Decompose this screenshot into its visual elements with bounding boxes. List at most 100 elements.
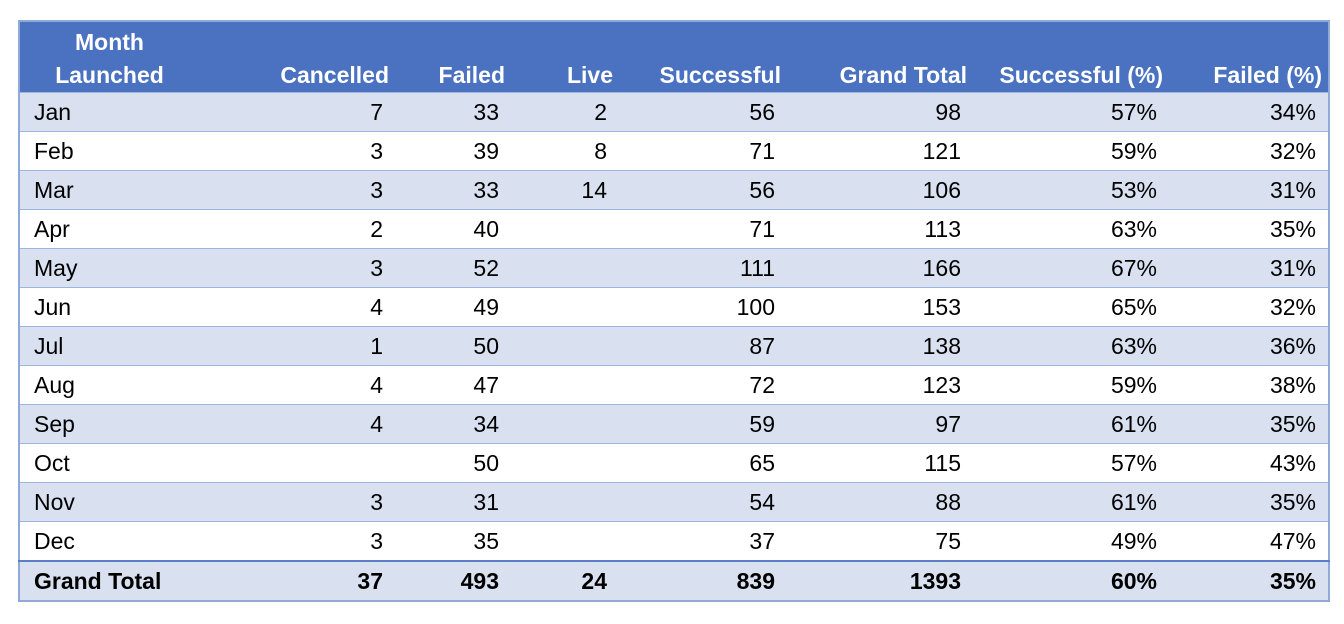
cell-successful-pct[interactable]: 59% [973, 131, 1169, 171]
cell-failed-pct[interactable]: 31% [1169, 248, 1329, 288]
cell-grand-total[interactable]: 123 [787, 365, 973, 405]
cell-failed[interactable]: 34 [395, 404, 511, 444]
cell-successful-pct[interactable]: 57% [973, 92, 1169, 132]
cell-live[interactable] [511, 482, 619, 522]
cell-failed[interactable]: 493 [395, 560, 511, 601]
cell-month[interactable]: Sep [19, 404, 199, 444]
cell-successful-pct[interactable]: 63% [973, 326, 1169, 366]
cell-failed-pct[interactable]: 35% [1169, 560, 1329, 601]
header-month-launched[interactable]: Month Launched [19, 21, 199, 93]
header-cancelled[interactable]: Cancelled [199, 21, 395, 93]
cell-failed-pct[interactable]: 38% [1169, 365, 1329, 405]
header-failed[interactable]: Failed [395, 21, 511, 93]
cell-month[interactable]: Nov [19, 482, 199, 522]
cell-month[interactable]: Feb [19, 131, 199, 171]
cell-live[interactable] [511, 287, 619, 327]
cell-successful[interactable]: 71 [619, 131, 787, 171]
cell-grand-total[interactable]: 138 [787, 326, 973, 366]
cell-failed[interactable]: 52 [395, 248, 511, 288]
cell-failed-pct[interactable]: 35% [1169, 404, 1329, 444]
cell-successful[interactable]: 56 [619, 92, 787, 132]
cell-month[interactable]: Jul [19, 326, 199, 366]
cell-failed[interactable]: 35 [395, 521, 511, 561]
cell-cancelled[interactable]: 37 [199, 560, 395, 601]
cell-month[interactable]: Jun [19, 287, 199, 327]
cell-month[interactable]: Grand Total [19, 560, 199, 601]
cell-successful-pct[interactable]: 53% [973, 170, 1169, 210]
cell-failed[interactable]: 31 [395, 482, 511, 522]
cell-cancelled[interactable]: 4 [199, 365, 395, 405]
cell-month[interactable]: Apr [19, 209, 199, 249]
cell-month[interactable]: Jan [19, 92, 199, 132]
cell-successful[interactable]: 72 [619, 365, 787, 405]
cell-successful[interactable]: 37 [619, 521, 787, 561]
cell-grand-total[interactable]: 106 [787, 170, 973, 210]
cell-live[interactable] [511, 365, 619, 405]
cell-failed[interactable]: 39 [395, 131, 511, 171]
cell-cancelled[interactable]: 7 [199, 92, 395, 132]
cell-failed-pct[interactable]: 32% [1169, 131, 1329, 171]
cell-live[interactable] [511, 521, 619, 561]
cell-grand-total[interactable]: 88 [787, 482, 973, 522]
cell-successful[interactable]: 87 [619, 326, 787, 366]
cell-live[interactable]: 8 [511, 131, 619, 171]
cell-successful-pct[interactable]: 63% [973, 209, 1169, 249]
cell-successful-pct[interactable]: 57% [973, 443, 1169, 483]
cell-month[interactable]: May [19, 248, 199, 288]
cell-live[interactable] [511, 404, 619, 444]
cell-failed-pct[interactable]: 34% [1169, 92, 1329, 132]
header-grand-total[interactable]: Grand Total [787, 21, 973, 93]
cell-failed[interactable]: 47 [395, 365, 511, 405]
cell-successful[interactable]: 56 [619, 170, 787, 210]
cell-successful[interactable]: 71 [619, 209, 787, 249]
cell-cancelled[interactable]: 3 [199, 521, 395, 561]
cell-grand-total[interactable]: 97 [787, 404, 973, 444]
cell-successful[interactable]: 839 [619, 560, 787, 601]
cell-grand-total[interactable]: 121 [787, 131, 973, 171]
cell-grand-total[interactable]: 166 [787, 248, 973, 288]
cell-live[interactable] [511, 443, 619, 483]
cell-grand-total[interactable]: 1393 [787, 560, 973, 601]
header-live[interactable]: Live [511, 21, 619, 93]
cell-live[interactable]: 24 [511, 560, 619, 601]
header-successful[interactable]: Successful [619, 21, 787, 93]
cell-failed[interactable]: 40 [395, 209, 511, 249]
cell-successful-pct[interactable]: 49% [973, 521, 1169, 561]
cell-cancelled[interactable] [199, 443, 395, 483]
cell-failed[interactable]: 33 [395, 170, 511, 210]
cell-grand-total[interactable]: 98 [787, 92, 973, 132]
cell-cancelled[interactable]: 3 [199, 131, 395, 171]
cell-failed-pct[interactable]: 35% [1169, 482, 1329, 522]
cell-cancelled[interactable]: 2 [199, 209, 395, 249]
cell-successful[interactable]: 65 [619, 443, 787, 483]
cell-month[interactable]: Oct [19, 443, 199, 483]
cell-successful[interactable]: 100 [619, 287, 787, 327]
cell-grand-total[interactable]: 75 [787, 521, 973, 561]
cell-month[interactable]: Dec [19, 521, 199, 561]
cell-failed-pct[interactable]: 32% [1169, 287, 1329, 327]
cell-cancelled[interactable]: 3 [199, 482, 395, 522]
cell-live[interactable]: 2 [511, 92, 619, 132]
cell-successful-pct[interactable]: 60% [973, 560, 1169, 601]
header-successful-pct[interactable]: Successful (%) [973, 21, 1169, 93]
cell-successful[interactable]: 111 [619, 248, 787, 288]
cell-successful-pct[interactable]: 59% [973, 365, 1169, 405]
cell-failed[interactable]: 33 [395, 92, 511, 132]
cell-failed-pct[interactable]: 35% [1169, 209, 1329, 249]
cell-successful-pct[interactable]: 67% [973, 248, 1169, 288]
cell-cancelled[interactable]: 4 [199, 287, 395, 327]
cell-failed[interactable]: 49 [395, 287, 511, 327]
cell-grand-total[interactable]: 115 [787, 443, 973, 483]
cell-live[interactable] [511, 248, 619, 288]
cell-failed-pct[interactable]: 31% [1169, 170, 1329, 210]
cell-cancelled[interactable]: 1 [199, 326, 395, 366]
header-failed-pct[interactable]: Failed (%) [1169, 21, 1329, 93]
cell-cancelled[interactable]: 4 [199, 404, 395, 444]
cell-grand-total[interactable]: 113 [787, 209, 973, 249]
cell-successful-pct[interactable]: 61% [973, 404, 1169, 444]
cell-failed[interactable]: 50 [395, 326, 511, 366]
cell-live[interactable] [511, 209, 619, 249]
cell-failed[interactable]: 50 [395, 443, 511, 483]
cell-grand-total[interactable]: 153 [787, 287, 973, 327]
cell-month[interactable]: Aug [19, 365, 199, 405]
